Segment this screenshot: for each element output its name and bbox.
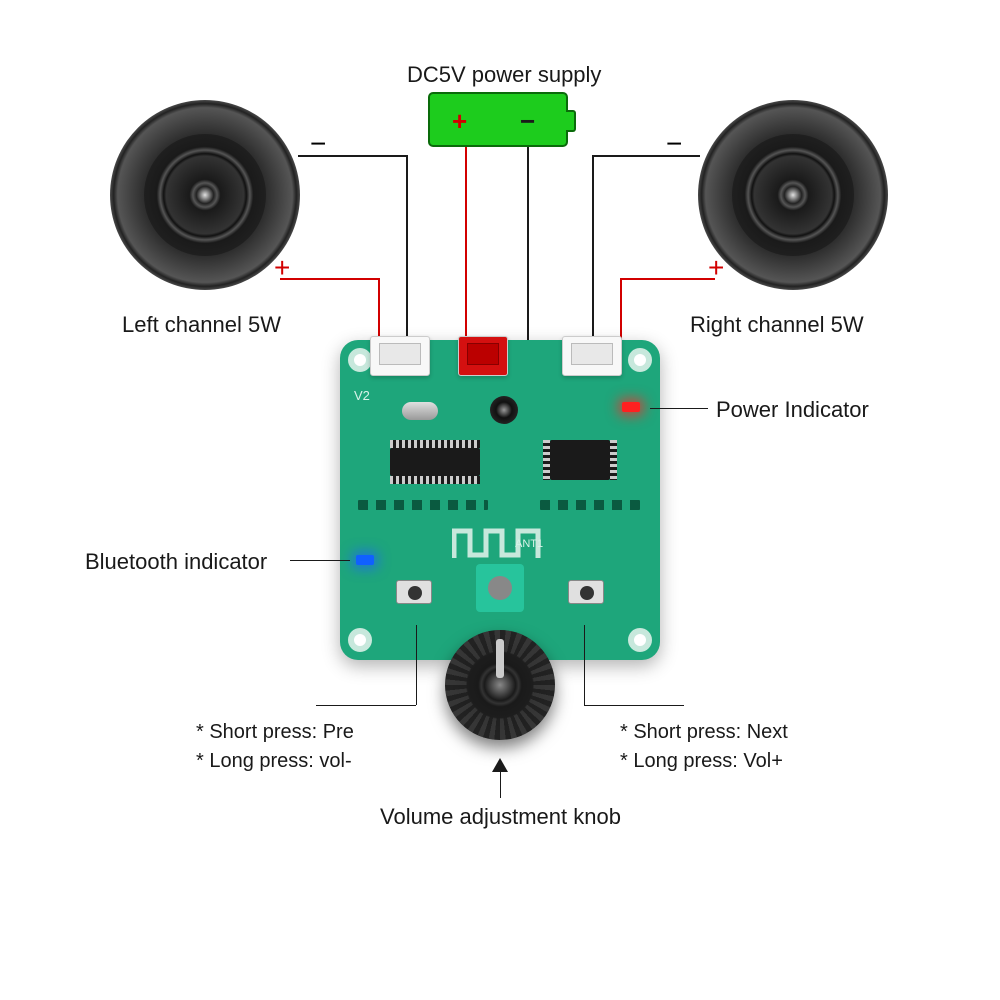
left-channel-label: Left channel 5W: [122, 312, 281, 338]
note-line: * Long press: vol-: [196, 747, 354, 776]
left-output-connector: [370, 336, 430, 376]
ic-pins: [390, 440, 480, 448]
mount-hole-icon: [628, 348, 652, 372]
wire-r-pos-h1: [620, 278, 715, 280]
silkscreen-v2: V2: [354, 388, 370, 403]
ic-pins: [610, 440, 617, 480]
note-line: * Short press: Next: [620, 718, 788, 747]
mount-hole-icon: [348, 628, 372, 652]
ic-pins: [543, 440, 550, 480]
battery-plus: +: [452, 106, 467, 137]
amp-ic: [550, 440, 610, 480]
wire-l-neg-v: [406, 155, 408, 350]
callout-line: [584, 625, 585, 705]
wire-batt-neg: [527, 147, 529, 347]
callout-line: [316, 705, 416, 706]
battery-minus: −: [520, 106, 535, 137]
next-button[interactable]: [568, 580, 604, 604]
right-button-note: * Short press: Next * Long press: Vol+: [620, 718, 788, 776]
wire-l-pos-h1: [280, 278, 380, 280]
silkscreen-ant: ANT1: [515, 538, 543, 550]
mount-hole-icon: [628, 628, 652, 652]
right-channel-label: Right channel 5W: [690, 312, 864, 338]
power-indicator-label: Power Indicator: [716, 397, 869, 423]
smd-row: [540, 500, 640, 510]
prev-button[interactable]: [396, 580, 432, 604]
capacitor-icon: [490, 396, 518, 424]
note-line: * Long press: Vol+: [620, 747, 788, 776]
ic-pins: [390, 476, 480, 484]
wire-l-neg-h: [298, 155, 408, 157]
callout-line: [500, 770, 501, 798]
volume-knob-label: Volume adjustment knob: [380, 804, 621, 830]
pcb-board: V2 ANT1: [340, 340, 660, 660]
power-led: [622, 402, 640, 412]
wire-r-neg-h: [592, 155, 700, 157]
power-connector: [458, 336, 508, 376]
wire-batt-pos: [465, 147, 467, 347]
bluetooth-indicator-label: Bluetooth indicator: [85, 549, 267, 575]
wire-r-neg-v: [592, 155, 594, 350]
right-speaker-icon: [698, 100, 888, 290]
callout-line: [650, 408, 708, 409]
power-supply-label: DC5V power supply: [407, 62, 601, 88]
note-line: * Short press: Pre: [196, 718, 354, 747]
callout-line: [290, 560, 350, 561]
potentiometer-body: [476, 564, 524, 612]
mount-hole-icon: [348, 348, 372, 372]
bluetooth-ic: [390, 448, 480, 476]
battery-tip: [566, 110, 576, 132]
callout-line: [416, 625, 417, 705]
crystal-icon: [402, 402, 438, 420]
callout-line: [584, 705, 684, 706]
left-button-note: * Short press: Pre * Long press: vol-: [196, 718, 354, 776]
volume-knob[interactable]: [445, 630, 555, 740]
smd-row: [358, 500, 488, 510]
bluetooth-led: [356, 555, 374, 565]
battery-icon: + −: [428, 92, 568, 147]
left-speaker-icon: [110, 100, 300, 290]
right-output-connector: [562, 336, 622, 376]
